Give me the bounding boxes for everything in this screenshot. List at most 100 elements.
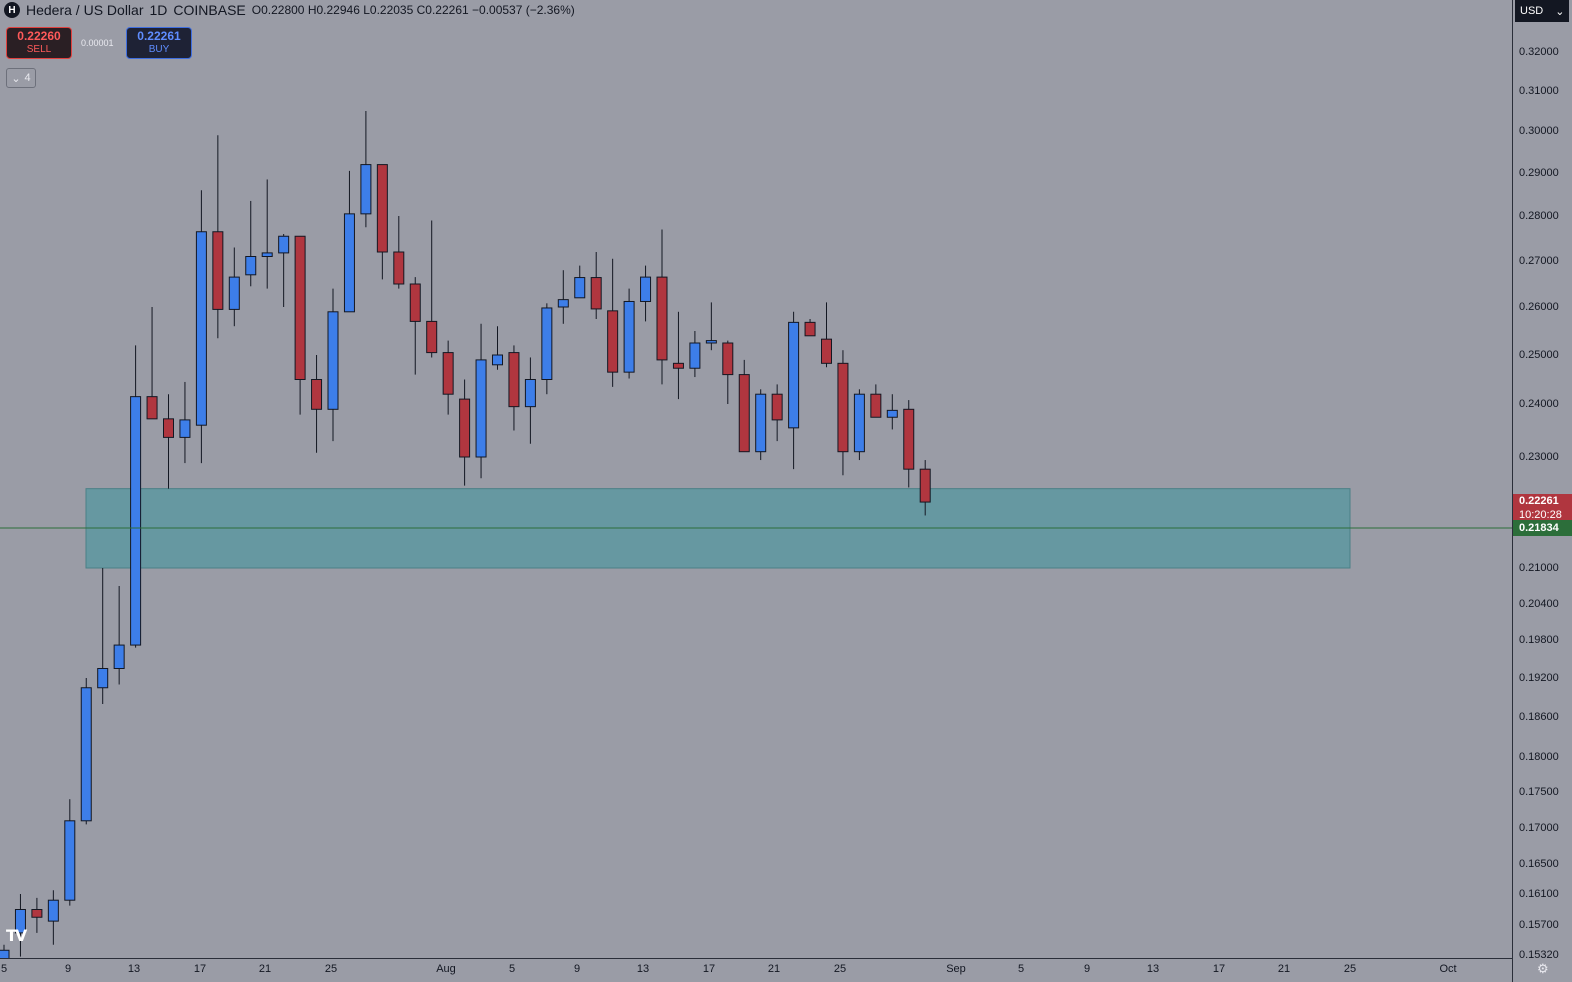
high-value: H0.22946 — [307, 3, 360, 17]
candle — [623, 288, 635, 379]
symbol-header: H Hedera / US Dollar 1D COINBASE O0.2280… — [4, 2, 575, 18]
candle — [771, 384, 783, 442]
candle-body — [771, 393, 783, 421]
candle — [672, 311, 684, 400]
candle — [508, 345, 520, 431]
time-axis-label: 5 — [1017, 963, 1025, 975]
candle — [788, 311, 800, 470]
candle — [409, 277, 421, 375]
price-axis-label: 0.15320 — [1519, 949, 1559, 961]
time-axis-label: 17 — [1212, 963, 1226, 975]
time-axis-label: Oct — [1439, 963, 1457, 975]
currency-button[interactable]: USD ⌄ — [1515, 0, 1569, 22]
candle-body — [656, 276, 668, 361]
candle — [212, 135, 224, 339]
candle — [640, 265, 652, 322]
candle-body — [492, 354, 503, 366]
time-axis-label: 13 — [1146, 963, 1160, 975]
candle — [541, 303, 553, 395]
price-axis-label: 0.16100 — [1519, 888, 1559, 900]
symbol-title[interactable]: Hedera / US Dollar — [26, 2, 144, 18]
candle — [853, 389, 865, 461]
candle — [146, 307, 158, 420]
candle — [426, 220, 438, 358]
candle — [113, 586, 125, 685]
chart-pane[interactable]: H Hedera / US Dollar 1D COINBASE O0.2280… — [0, 0, 1512, 958]
candle — [607, 258, 619, 387]
time-axis-label: 25 — [1343, 963, 1357, 975]
time-axis-label: Aug — [436, 963, 456, 975]
candle-body — [557, 299, 569, 308]
candle — [837, 350, 849, 476]
chevron-down-icon: ⌄ — [11, 72, 21, 85]
candle-body — [689, 342, 701, 369]
candle — [393, 216, 405, 289]
price-axis-label: 0.30000 — [1519, 125, 1559, 137]
candle — [656, 229, 668, 385]
candle-body — [738, 374, 750, 453]
candle-body — [294, 235, 306, 380]
buy-button[interactable]: 0.22261 BUY — [126, 27, 192, 59]
indicators-toggle-button[interactable]: ⌄ 4 — [6, 68, 36, 88]
candle — [574, 265, 586, 299]
candle-body — [475, 359, 487, 458]
candle — [376, 164, 388, 280]
candle-body — [113, 644, 125, 669]
time-axis-label: 21 — [767, 963, 781, 975]
candle-body — [672, 362, 684, 369]
horizontal-line-price-tag: 0.21834 — [1513, 520, 1572, 536]
time-axis-label: 21 — [1277, 963, 1291, 975]
candle-body — [821, 338, 832, 364]
time-axis[interactable]: 5 9 13 17 21 25 Aug 5 9 13 17 21 25 Sep 5 9 13 17 21 25 Oct — [0, 958, 1512, 982]
candle-body — [163, 418, 174, 438]
tradingview-logo-icon[interactable]: TV — [6, 926, 27, 945]
candle-body — [245, 256, 257, 276]
candle-body — [919, 468, 931, 503]
price-axis-label: 0.21000 — [1519, 562, 1559, 574]
candle — [557, 270, 569, 324]
candle-body — [14, 909, 26, 934]
candle — [755, 389, 767, 461]
candle — [47, 890, 59, 945]
candlestick-chart[interactable] — [0, 0, 1512, 958]
interval-label[interactable]: 1D — [149, 2, 168, 18]
price-axis-label: 0.17000 — [1519, 822, 1559, 834]
price-axis-label: 0.31000 — [1519, 85, 1559, 97]
sell-button[interactable]: 0.22260 SELL — [6, 27, 72, 59]
sell-label: SELL — [26, 44, 52, 55]
candle — [278, 234, 290, 307]
candle — [327, 288, 339, 442]
last-price-tag: 0.22261 10:20:28 — [1513, 493, 1572, 524]
candle — [886, 394, 898, 430]
candle-body — [788, 321, 800, 429]
price-axis-label: 0.23000 — [1519, 451, 1559, 463]
price-axis[interactable]: 0.32000 0.31000 0.30000 0.29000 0.28000 0.270… — [1512, 0, 1572, 982]
candle-body — [607, 310, 619, 373]
candle-body — [212, 231, 224, 310]
candle-body — [80, 687, 92, 822]
time-axis-label: 21 — [258, 963, 272, 975]
price-axis-label: 0.18600 — [1519, 711, 1559, 723]
open-value: O0.22800 — [251, 3, 305, 17]
candle — [97, 568, 109, 704]
chevron-down-icon: ⌄ — [1555, 5, 1565, 18]
candle-body — [97, 668, 109, 689]
candle — [821, 302, 832, 368]
candle — [442, 340, 454, 415]
time-axis-label: 17 — [702, 963, 716, 975]
candle — [294, 235, 306, 415]
price-axis-label: 0.16500 — [1519, 858, 1559, 870]
time-axis-label: 25 — [324, 963, 338, 975]
change-value: −0.00537 (−2.36%) — [472, 3, 575, 17]
candle — [919, 460, 931, 516]
settings-gear-icon[interactable]: ⚙ — [1537, 961, 1549, 976]
candle — [64, 799, 76, 906]
sell-price: 0.22260 — [17, 29, 61, 43]
candle — [492, 326, 503, 370]
close-value: C0.22261 — [416, 3, 469, 17]
exchange-label: COINBASE — [173, 2, 246, 18]
candle-body — [623, 300, 635, 373]
candle — [738, 359, 750, 453]
buy-label: BUY — [148, 44, 170, 55]
candle-body — [705, 340, 717, 344]
